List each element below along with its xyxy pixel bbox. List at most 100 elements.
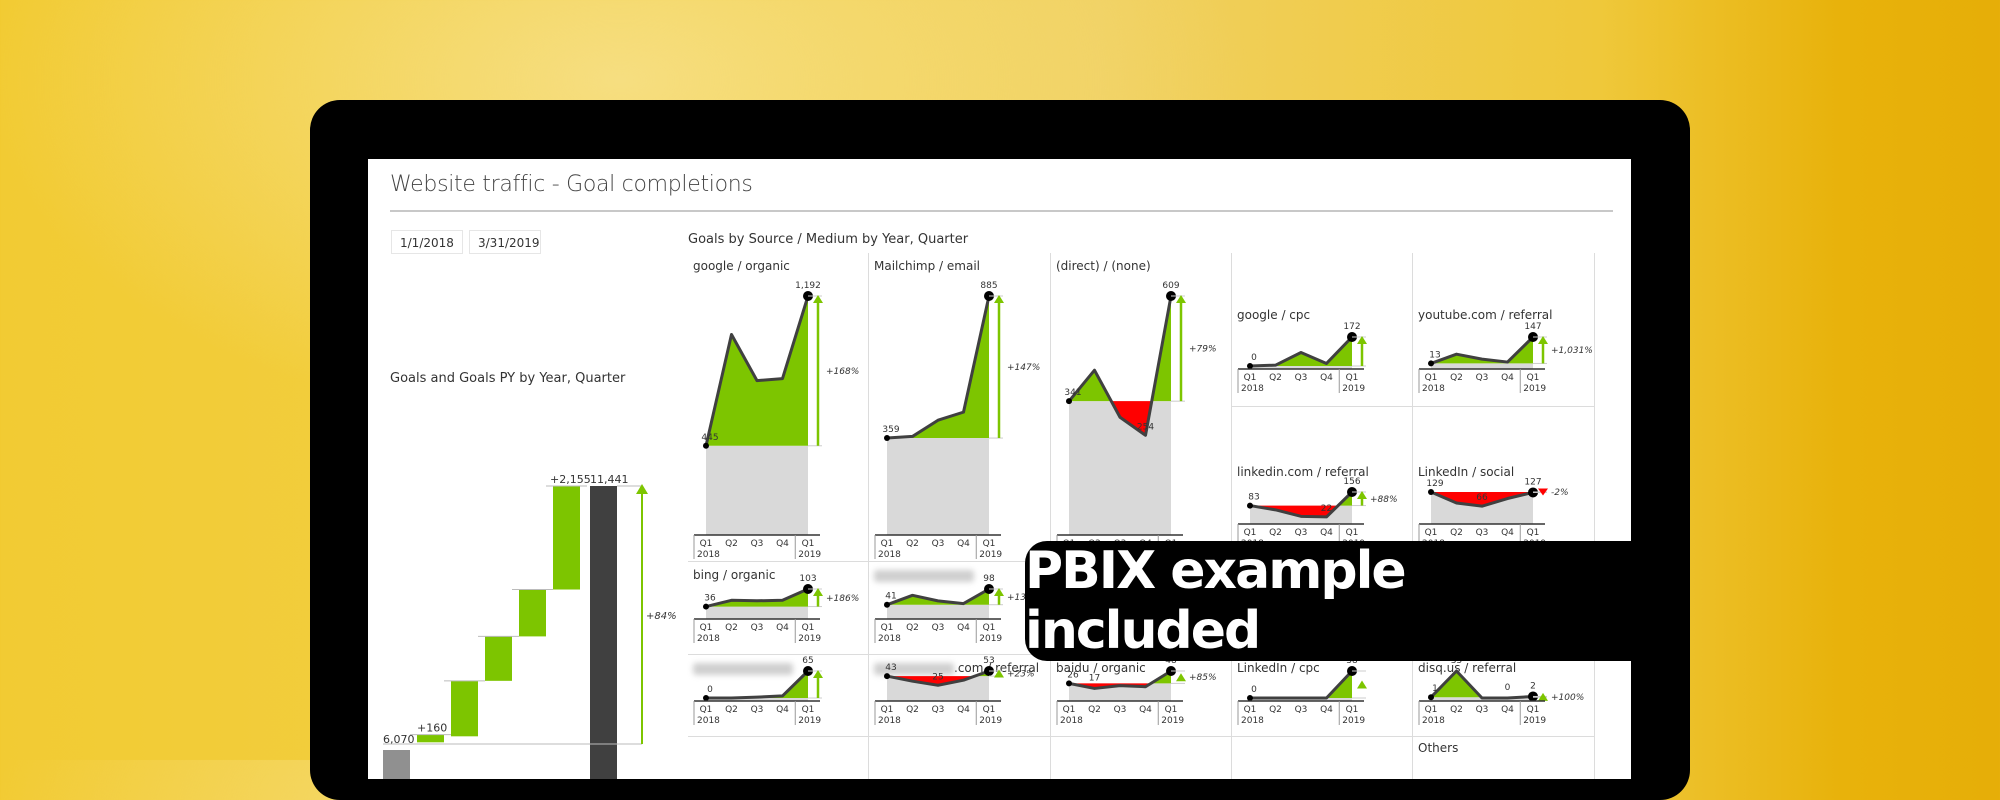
svg-text:Q2: Q2 bbox=[1269, 528, 1282, 538]
panel-title: google / organic bbox=[693, 259, 790, 273]
chart-panel[interactable]: (direct) / (none)341609254+79%Q1Q2Q3Q4Q1… bbox=[1051, 253, 1232, 562]
chart-panel[interactable]: LinkedIn / cpc 0 38 Q1 Q2 Q3 Q4 Q1 2018 2019 bbox=[1232, 655, 1413, 737]
redacted-text bbox=[693, 662, 793, 675]
svg-text:6,070: 6,070 bbox=[383, 733, 415, 746]
svg-text:Q1: Q1 bbox=[802, 539, 815, 549]
start-bar[interactable] bbox=[383, 750, 410, 779]
chart-panel[interactable]: linkedin.com / referral 83 156 22 +88% Q1 Q2 Q3… bbox=[1232, 407, 1413, 562]
svg-text:Q3: Q3 bbox=[932, 539, 945, 549]
svg-text:+85%: +85% bbox=[1189, 673, 1217, 683]
total-bar[interactable] bbox=[590, 486, 617, 779]
svg-text:254: 254 bbox=[1137, 422, 1154, 432]
trend-line bbox=[1430, 335, 1535, 365]
svg-text:Q4: Q4 bbox=[776, 705, 789, 715]
trend-line bbox=[1429, 669, 1534, 700]
svg-text:2019: 2019 bbox=[979, 716, 1002, 726]
baseline-area bbox=[1250, 366, 1352, 369]
svg-text:Q1: Q1 bbox=[1527, 705, 1540, 715]
svg-text:26: 26 bbox=[1067, 670, 1079, 680]
svg-text:Q1: Q1 bbox=[1244, 373, 1257, 383]
svg-text:+1,031%: +1,031% bbox=[1551, 346, 1593, 356]
svg-text:2019: 2019 bbox=[1161, 716, 1184, 726]
svg-text:Q3: Q3 bbox=[1295, 528, 1308, 538]
delta-bar[interactable] bbox=[485, 636, 512, 681]
svg-text:Q3: Q3 bbox=[751, 623, 764, 633]
svg-text:2019: 2019 bbox=[1523, 716, 1546, 726]
chart-panel[interactable]: Mailchimp / email 359 885 +147% Q1 Q2 Q3 Q4 Q1 20… bbox=[869, 253, 1051, 562]
svg-text:36: 36 bbox=[704, 594, 716, 604]
svg-text:2019: 2019 bbox=[1342, 384, 1365, 394]
delta-bar[interactable] bbox=[553, 486, 580, 590]
svg-text:Q4: Q4 bbox=[1320, 373, 1333, 383]
delta-bar[interactable] bbox=[451, 680, 478, 737]
svg-text:Q2: Q2 bbox=[1450, 705, 1463, 715]
date-start-input[interactable]: 1/1/2018 bbox=[391, 230, 463, 254]
chart-panel[interactable]: Others bbox=[1413, 737, 1595, 779]
page-title: Website traffic - Goal completions bbox=[390, 172, 753, 197]
chart-panel[interactable]: 41 98 +13 Q1 Q2 Q3 Q4 Q1 2018 2019 bbox=[869, 562, 1051, 655]
svg-text:445: 445 bbox=[701, 433, 718, 443]
baseline-area bbox=[706, 606, 808, 619]
svg-text:1: 1 bbox=[1432, 684, 1438, 694]
delta-bar[interactable] bbox=[519, 589, 546, 637]
grid-cell-empty bbox=[1051, 737, 1232, 779]
svg-text:Q2: Q2 bbox=[906, 623, 919, 633]
svg-text:Q2: Q2 bbox=[725, 705, 738, 715]
svg-text:2018: 2018 bbox=[1241, 716, 1264, 726]
baseline-area bbox=[1069, 401, 1171, 535]
svg-text:Q1: Q1 bbox=[1527, 373, 1540, 383]
panel-title: .com / referral bbox=[874, 661, 1039, 675]
chart-panel[interactable]: .com / referral 43 53 25 +23% Q1 Q2 Q3 Q4 Q1 2018 2… bbox=[869, 655, 1051, 737]
title-divider bbox=[390, 210, 1613, 212]
chart-panel[interactable]: bing / organic 36 103 +186% Q1 Q2 Q3 Q4 Q1 2018 20… bbox=[688, 562, 869, 655]
baseline-area bbox=[887, 604, 989, 619]
chart-panel[interactable]: LinkedIn / social12912766-2%Q1Q2Q3Q4Q120… bbox=[1413, 407, 1595, 562]
svg-text:Q2: Q2 bbox=[725, 623, 738, 633]
trend-line bbox=[1249, 490, 1354, 519]
chart-panel[interactable]: disq.us / referral 1 2 35 0 +100% Q1 Q2 Q3 Q4 Q1 20… bbox=[1413, 655, 1595, 737]
chart-panel[interactable]: google / organic 445 1,192 +168% Q1 Q2 Q3 Q4 Q1 2… bbox=[688, 253, 869, 562]
svg-text:359: 359 bbox=[882, 425, 899, 435]
baseline-area bbox=[706, 698, 808, 701]
svg-text:+100%: +100% bbox=[1551, 693, 1584, 703]
trend-line bbox=[704, 295, 810, 447]
grid-cell-empty bbox=[869, 737, 1051, 779]
svg-text:Q1: Q1 bbox=[700, 539, 713, 549]
date-end-input[interactable]: 3/31/2019 bbox=[469, 230, 541, 254]
svg-text:65: 65 bbox=[802, 656, 813, 666]
svg-text:53: 53 bbox=[983, 656, 994, 666]
svg-text:2018: 2018 bbox=[878, 550, 901, 560]
svg-text:0: 0 bbox=[707, 685, 713, 695]
svg-text:Q2: Q2 bbox=[1088, 705, 1101, 715]
svg-text:2018: 2018 bbox=[1060, 716, 1083, 726]
chart-panel[interactable]: google / cpc 0 172 Q1 Q2 Q3 Q4 Q1 2018 2019 bbox=[1232, 253, 1413, 407]
chart-panel[interactable]: baidu / organic 26 48 17 +85% Q1 Q2 Q3 Q4 Q1 2018 2… bbox=[1051, 655, 1232, 737]
svg-text:Q1: Q1 bbox=[1527, 528, 1540, 538]
panel-title bbox=[874, 568, 974, 582]
svg-text:+88%: +88% bbox=[1370, 495, 1398, 505]
waterfall-chart[interactable]: 6,070+160 +2,155 11,441 +84% bbox=[380, 389, 680, 779]
chart-panel[interactable]: youtube.com / referral 13 147 +1,031% Q1 Q2 Q3… bbox=[1413, 253, 1595, 407]
svg-text:2019: 2019 bbox=[798, 716, 821, 726]
svg-text:Q1: Q1 bbox=[1346, 705, 1359, 715]
svg-text:Q4: Q4 bbox=[776, 623, 789, 633]
svg-text:Q1: Q1 bbox=[983, 539, 996, 549]
svg-text:Q3: Q3 bbox=[1295, 373, 1308, 383]
chart-panel[interactable]: 0 65 Q1 Q2 Q3 Q4 Q1 2018 2019 bbox=[688, 655, 869, 737]
delta-bar[interactable] bbox=[417, 734, 444, 743]
svg-text:+79%: +79% bbox=[1189, 345, 1217, 355]
